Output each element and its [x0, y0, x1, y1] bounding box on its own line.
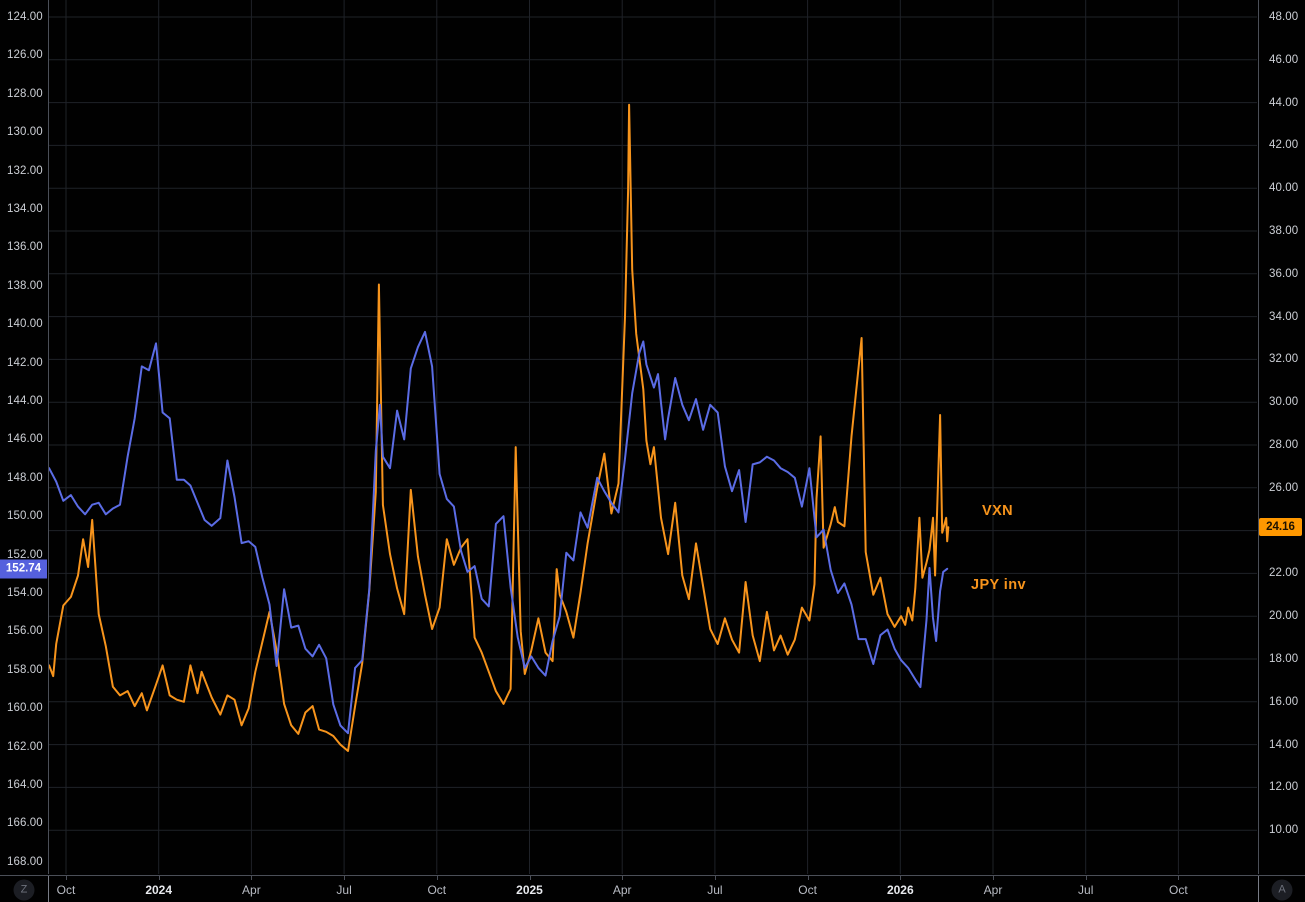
- time-axis-month-label: Jul: [707, 882, 723, 897]
- right-axis-tick: 38.00: [1269, 225, 1299, 237]
- right-axis-tick: 26.00: [1269, 481, 1299, 494]
- left-axis-tick: 128.00: [7, 87, 43, 100]
- right-axis-tick: 14.00: [1269, 738, 1299, 751]
- time-axis-month-label: Jul: [336, 882, 352, 897]
- left-axis-tick: 166.00: [7, 817, 43, 830]
- time-axis-tick: [714, 876, 716, 880]
- time-axis-tick: [900, 876, 902, 880]
- left-axis-tick: 144.00: [7, 395, 43, 407]
- left-axis-tick: 162.00: [7, 740, 43, 753]
- time-scale-border: [48, 876, 49, 902]
- time-axis-year-label: 2026: [886, 882, 914, 897]
- left-axis-tick: 154.00: [7, 587, 43, 599]
- left-axis-tick: 150.00: [7, 510, 43, 523]
- right-axis-tick: 16.00: [1269, 695, 1299, 708]
- right-axis-tick: 20.00: [1269, 610, 1299, 623]
- right-price-scale[interactable]: 48.00 46.00 44.00 42.00 40.00 38.00 36.00 34.00…: [1258, 0, 1305, 874]
- time-axis-tick: [993, 876, 994, 880]
- right-axis-tick: 34.00: [1269, 310, 1299, 323]
- right-axis-tick: 22.00: [1269, 567, 1299, 580]
- left-axis-tick: 140.00: [7, 318, 43, 331]
- left-axis-tick: 138.00: [7, 279, 43, 292]
- right-axis-tick: 32.00: [1269, 353, 1299, 366]
- left-axis-tick: 148.00: [7, 471, 43, 484]
- time-axis-tick: [344, 876, 346, 880]
- time-axis-tick: [251, 876, 253, 880]
- time-axis-tick: [66, 876, 67, 880]
- left-axis-tick: 168.00: [7, 855, 43, 868]
- time-axis-tick: [158, 876, 160, 880]
- chart-pane[interactable]: [0, 0, 1305, 874]
- time-axis-month-label: Oct: [1169, 882, 1188, 897]
- right-axis-tick: 12.00: [1269, 781, 1299, 794]
- time-scale[interactable]: Z A Oct 2024 Apr Jul Oct 2025 Apr Jul Oct 2026 Apr…: [0, 875, 1305, 902]
- jpy-series-line[interactable]: [49, 330, 949, 735]
- right-axis-tick: 18.00: [1269, 653, 1299, 665]
- left-axis-tick: 160.00: [7, 702, 43, 715]
- right-axis-tick: 46.00: [1269, 53, 1299, 66]
- right-axis-tick: 10.00: [1269, 824, 1299, 837]
- right-axis-tick: 30.00: [1269, 396, 1299, 409]
- right-axis-tick: 44.00: [1269, 96, 1299, 109]
- jpy-series-title[interactable]: JPY inv: [971, 577, 1026, 593]
- left-axis-tick: 132.00: [7, 164, 43, 177]
- vxn-series-line[interactable]: [49, 103, 950, 752]
- time-axis-month-label: Apr: [242, 882, 261, 897]
- left-axis-tick: 124.00: [7, 11, 43, 23]
- time-axis-month-label: Apr: [612, 882, 632, 897]
- time-axis-tick: [807, 876, 809, 880]
- time-axis-tick: [1178, 876, 1180, 880]
- left-axis-tick: 164.00: [7, 779, 43, 791]
- time-axis-tick: [1085, 876, 1087, 880]
- left-axis-tick: 142.00: [7, 356, 43, 369]
- time-axis-tick: [622, 876, 624, 880]
- time-axis-year-label: 2025: [516, 882, 543, 897]
- time-axis-month-label: Apr: [983, 882, 1003, 897]
- time-axis-month-label: Jul: [1078, 882, 1094, 897]
- right-axis-tick: 36.00: [1269, 267, 1299, 280]
- left-axis-tick: 152.00: [7, 548, 43, 561]
- left-axis-tick: 156.00: [7, 625, 43, 638]
- right-axis-tick: 28.00: [1269, 439, 1299, 451]
- right-axis-tick: 40.00: [1269, 182, 1299, 195]
- z-corner-button[interactable]: Z: [13, 879, 35, 900]
- vxn-price-label: 24.16: [1259, 518, 1302, 537]
- left-axis-tick: 136.00: [7, 241, 43, 254]
- time-axis-tick: [436, 876, 438, 880]
- time-axis-month-label: Oct: [56, 882, 76, 897]
- left-price-scale[interactable]: 124.00 126.00 128.00 130.00 132.00 134.00 136.…: [0, 0, 49, 874]
- time-axis-month-label: Oct: [427, 882, 447, 897]
- time-axis-month-label: Oct: [798, 882, 817, 897]
- right-axis-tick: 42.00: [1269, 139, 1299, 152]
- a-corner-button[interactable]: A: [1271, 879, 1293, 900]
- time-axis-tick: [529, 876, 531, 880]
- left-axis-tick: 130.00: [7, 126, 43, 139]
- left-axis-tick: 146.00: [7, 433, 43, 446]
- left-axis-tick: 134.00: [7, 203, 43, 215]
- right-axis-tick: 48.00: [1269, 11, 1299, 23]
- jpy-price-label: 152.74: [0, 559, 47, 579]
- time-axis-year-label: 2024: [145, 882, 173, 897]
- vxn-series-title[interactable]: VXN: [982, 503, 1014, 519]
- time-scale-border: [1258, 876, 1259, 902]
- grid-lines: [49, 0, 1257, 874]
- left-axis-tick: 158.00: [7, 663, 43, 676]
- left-axis-tick: 126.00: [7, 49, 43, 62]
